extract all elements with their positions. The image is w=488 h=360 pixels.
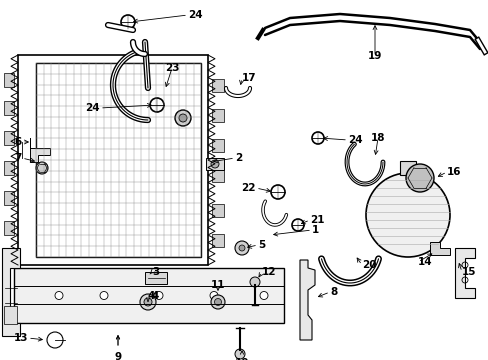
Text: 1: 1 bbox=[311, 225, 319, 235]
Text: 23: 23 bbox=[164, 63, 179, 73]
Circle shape bbox=[260, 292, 267, 300]
Text: 21: 21 bbox=[309, 215, 324, 225]
Text: 4: 4 bbox=[152, 291, 159, 301]
Text: 6: 6 bbox=[15, 137, 22, 147]
Text: 7: 7 bbox=[15, 153, 22, 163]
Bar bbox=[4, 73, 14, 87]
Text: 4: 4 bbox=[148, 291, 155, 301]
Text: 13: 13 bbox=[14, 333, 28, 343]
Text: 22: 22 bbox=[241, 183, 256, 193]
Circle shape bbox=[36, 162, 48, 174]
Bar bbox=[212, 139, 224, 152]
Bar bbox=[4, 221, 14, 235]
Circle shape bbox=[210, 295, 224, 309]
Bar bbox=[399, 161, 415, 175]
Circle shape bbox=[179, 114, 186, 122]
Bar bbox=[212, 234, 224, 247]
Bar bbox=[145, 272, 167, 284]
Polygon shape bbox=[429, 242, 449, 255]
Text: 18: 18 bbox=[370, 133, 385, 143]
Text: 24: 24 bbox=[85, 103, 100, 113]
Text: 24: 24 bbox=[347, 135, 362, 145]
Text: 12: 12 bbox=[262, 267, 276, 277]
Text: 17: 17 bbox=[242, 73, 256, 83]
Circle shape bbox=[100, 292, 108, 300]
Bar bbox=[18, 55, 207, 265]
Circle shape bbox=[365, 173, 449, 257]
Circle shape bbox=[55, 292, 63, 300]
Polygon shape bbox=[299, 260, 314, 340]
Bar bbox=[4, 191, 14, 205]
Circle shape bbox=[249, 277, 260, 287]
Bar bbox=[4, 306, 17, 324]
Bar bbox=[212, 79, 224, 92]
Circle shape bbox=[155, 292, 163, 300]
Text: 9: 9 bbox=[114, 352, 122, 360]
Circle shape bbox=[175, 110, 191, 126]
Bar bbox=[14, 268, 284, 323]
Text: 3: 3 bbox=[152, 267, 159, 277]
Circle shape bbox=[235, 241, 248, 255]
Text: 10: 10 bbox=[234, 358, 249, 360]
Text: 2: 2 bbox=[235, 153, 242, 163]
Circle shape bbox=[405, 164, 433, 192]
Text: 20: 20 bbox=[361, 260, 376, 270]
Bar bbox=[4, 161, 14, 175]
Circle shape bbox=[209, 292, 218, 300]
Text: 24: 24 bbox=[187, 10, 202, 20]
Circle shape bbox=[214, 298, 221, 306]
Bar bbox=[4, 131, 14, 145]
Bar bbox=[212, 109, 224, 122]
Text: 11: 11 bbox=[210, 280, 225, 290]
Text: 15: 15 bbox=[461, 267, 475, 277]
Circle shape bbox=[239, 245, 244, 251]
Bar bbox=[212, 169, 224, 182]
Circle shape bbox=[210, 160, 219, 168]
Polygon shape bbox=[2, 248, 20, 336]
Circle shape bbox=[143, 298, 152, 306]
Bar bbox=[4, 101, 14, 115]
Circle shape bbox=[235, 349, 244, 359]
Bar bbox=[212, 204, 224, 217]
Text: 8: 8 bbox=[329, 287, 337, 297]
Polygon shape bbox=[30, 138, 50, 162]
Text: 19: 19 bbox=[367, 51, 382, 61]
Text: 14: 14 bbox=[417, 257, 432, 267]
Text: 5: 5 bbox=[258, 240, 264, 250]
Bar bbox=[36, 63, 201, 257]
Circle shape bbox=[140, 294, 156, 310]
Bar bbox=[205, 158, 224, 170]
Text: 16: 16 bbox=[446, 167, 461, 177]
Polygon shape bbox=[454, 248, 474, 298]
